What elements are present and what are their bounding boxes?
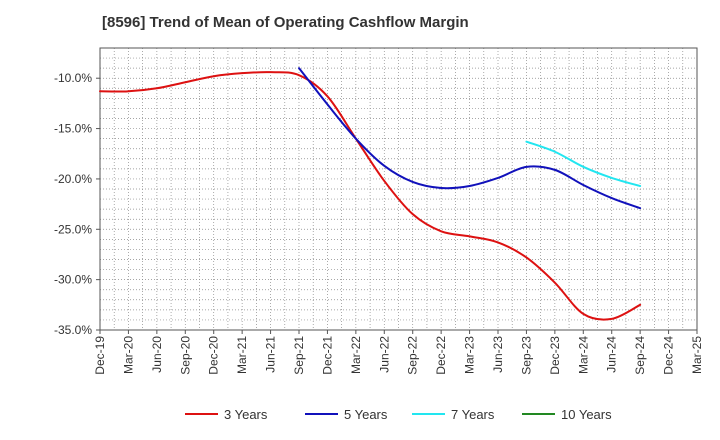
x-tick-label: Jun-24 xyxy=(605,336,619,373)
y-tick-label: -15.0% xyxy=(54,122,92,136)
x-tick-label: Sep-22 xyxy=(406,336,420,375)
y-tick-label: -10.0% xyxy=(54,71,92,85)
x-tick-label: Dec-23 xyxy=(548,336,562,375)
x-tick-label: Sep-23 xyxy=(519,336,533,375)
plot-border xyxy=(99,47,698,331)
series-line-2 xyxy=(298,67,642,210)
x-tick-label: Mar-25 xyxy=(690,336,704,374)
x-tick-label: Mar-22 xyxy=(349,336,363,374)
x-tick-label: Jun-20 xyxy=(150,336,164,373)
x-tick-label: Dec-20 xyxy=(207,336,221,375)
legend-label-2: 5 Years xyxy=(344,407,388,422)
series-line-3 xyxy=(525,140,642,187)
y-tick-label: -35.0% xyxy=(54,323,92,337)
legend-label-3: 7 Years xyxy=(451,407,495,422)
x-tick-label: Jun-23 xyxy=(491,336,505,373)
x-tick-label: Mar-24 xyxy=(576,336,590,374)
x-tick-label: Jun-22 xyxy=(377,336,391,373)
x-tick-label: Mar-21 xyxy=(235,336,249,374)
legend-label-1: 3 Years xyxy=(224,407,268,422)
y-tick-label: -30.0% xyxy=(54,273,92,287)
x-tick-label: Dec-24 xyxy=(662,336,676,375)
x-tick-label: Dec-22 xyxy=(434,336,448,375)
series-line-1 xyxy=(99,71,642,321)
x-tick-label: Dec-19 xyxy=(93,336,107,375)
x-tick-label: Mar-20 xyxy=(121,336,135,374)
x-tick-label: Jun-21 xyxy=(264,336,278,373)
chart-title: [8596] Trend of Mean of Operating Cashfl… xyxy=(102,14,469,31)
y-tick-label: -20.0% xyxy=(54,172,92,186)
legend-label-4: 10 Years xyxy=(561,407,612,422)
y-tick-label: -25.0% xyxy=(54,222,92,236)
x-tick-label: Sep-24 xyxy=(633,336,647,375)
x-tick-label: Sep-21 xyxy=(292,336,306,375)
x-tick-label: Sep-20 xyxy=(178,336,192,375)
x-tick-label: Dec-21 xyxy=(320,336,334,375)
x-tick-label: Mar-23 xyxy=(463,336,477,374)
